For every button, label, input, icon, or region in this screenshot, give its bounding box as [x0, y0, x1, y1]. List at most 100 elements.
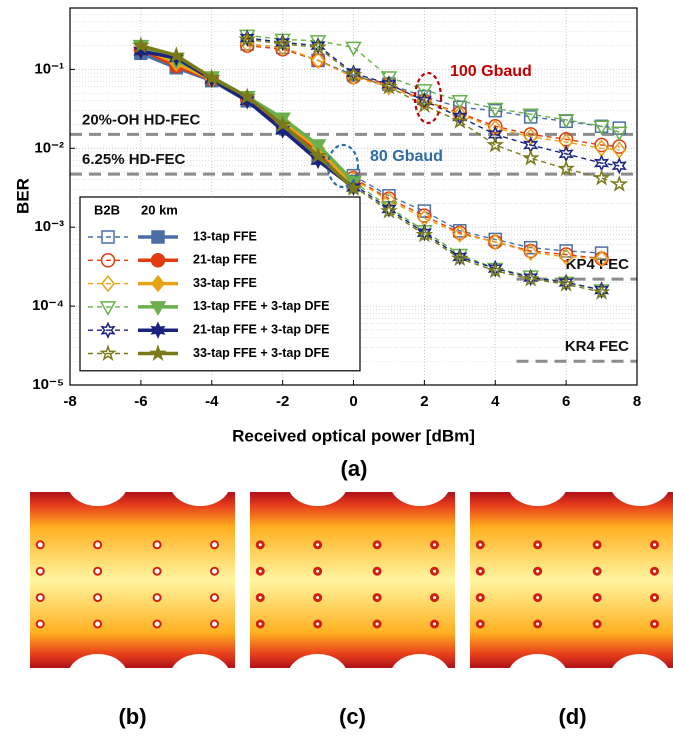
- eye-dot-center: [212, 622, 217, 627]
- legend-label: 21-tap FFE + 3-tap DFE: [193, 322, 329, 336]
- threshold-label: KR4 FEC: [565, 338, 629, 355]
- eye-dot-center: [653, 543, 656, 546]
- x-tick-label: 4: [491, 393, 500, 410]
- eye-band: [250, 492, 455, 668]
- eye-dot-center: [155, 622, 160, 627]
- legend-header: 20 km: [141, 202, 178, 217]
- legend-marker: [152, 231, 164, 243]
- eye-dot-center: [376, 596, 379, 599]
- eye-dot-center: [316, 543, 319, 546]
- y-tick-label: 10⁻⁴: [32, 297, 64, 314]
- eye-dot-center: [316, 596, 319, 599]
- eye-dot-center: [479, 623, 482, 626]
- eye-dot-center: [433, 623, 436, 626]
- eye-dot-center: [259, 543, 262, 546]
- eye-dot-center: [95, 595, 100, 600]
- eye-dot-center: [433, 543, 436, 546]
- eye-band: [470, 492, 673, 668]
- eye-diagram: [250, 462, 455, 698]
- eye-pinch: [508, 654, 568, 698]
- annotation-label: 80 Gbaud: [370, 148, 443, 165]
- eye-dot-center: [479, 596, 482, 599]
- eye-dot-center: [653, 570, 656, 573]
- eye-pinch: [288, 462, 348, 506]
- annotation-label: 100 Gbaud: [450, 63, 532, 80]
- y-tick-label: 10⁻²: [34, 139, 64, 156]
- eye-pinch: [68, 654, 128, 698]
- legend-header: B2B: [94, 202, 120, 217]
- eye-dot-center: [536, 596, 539, 599]
- x-tick-label: -4: [205, 393, 219, 410]
- x-tick-label: 8: [633, 393, 641, 410]
- eye-dot-center: [316, 570, 319, 573]
- eye-dot-center: [95, 542, 100, 547]
- eye-pinch: [170, 654, 230, 698]
- eye-dot-center: [212, 595, 217, 600]
- eye-pinch: [68, 462, 128, 506]
- eye-pinch: [610, 462, 670, 506]
- caption: (a): [341, 456, 368, 481]
- y-tick-label: 10⁻³: [34, 218, 64, 235]
- eye-dot-center: [433, 596, 436, 599]
- eye-pinch: [508, 462, 568, 506]
- x-tick-label: -6: [134, 393, 147, 410]
- eye-pinch: [390, 654, 450, 698]
- eye-dot-center: [155, 569, 160, 574]
- x-tick-label: -8: [63, 393, 76, 410]
- legend-label: 21-tap FFE: [193, 253, 257, 267]
- threshold-label: 20%-OH HD-FEC: [82, 111, 201, 128]
- legend-label: 13-tap FFE + 3-tap DFE: [193, 299, 329, 313]
- eye-pinch: [170, 462, 230, 506]
- eye-dot-center: [479, 543, 482, 546]
- eye-dot-center: [596, 596, 599, 599]
- eye-dot-center: [212, 569, 217, 574]
- eye-dot-center: [536, 543, 539, 546]
- x-tick-label: -2: [276, 393, 289, 410]
- eye-dot-center: [259, 570, 262, 573]
- eye-diagram: [470, 462, 673, 698]
- eye-diagrams: [30, 462, 673, 698]
- eye-dot-center: [155, 595, 160, 600]
- legend-label: 33-tap FFE: [193, 276, 257, 290]
- eye-dot-center: [38, 622, 43, 627]
- legend-label: 33-tap FFE + 3-tap DFE: [193, 346, 329, 360]
- eye-diagram: [30, 462, 235, 698]
- eye-dot-center: [259, 596, 262, 599]
- eye-pinch: [288, 654, 348, 698]
- eye-dot-center: [212, 542, 217, 547]
- x-tick-label: 6: [562, 393, 570, 410]
- x-tick-label: 0: [349, 393, 357, 410]
- eye-dot-center: [38, 595, 43, 600]
- threshold-label: 6.25% HD-FEC: [82, 151, 186, 168]
- eye-dot-center: [596, 543, 599, 546]
- eye-dot-center: [316, 623, 319, 626]
- eye-dot-center: [653, 596, 656, 599]
- eye-pinch: [390, 462, 450, 506]
- y-tick-label: 10⁻¹: [34, 60, 64, 77]
- eye-dot-center: [433, 570, 436, 573]
- y-axis-label: BER: [13, 178, 32, 214]
- caption: (c): [339, 704, 366, 729]
- eye-dot-center: [38, 542, 43, 547]
- eye-pinch: [610, 654, 670, 698]
- eye-dot-center: [376, 543, 379, 546]
- legend-marker: [152, 254, 165, 267]
- eye-band: [30, 492, 235, 668]
- eye-dot-center: [536, 570, 539, 573]
- eye-dot-center: [596, 623, 599, 626]
- eye-dot-center: [479, 570, 482, 573]
- eye-dot-center: [536, 623, 539, 626]
- x-axis-label: Received optical power [dBm]: [232, 426, 475, 445]
- legend-label: 13-tap FFE: [193, 229, 257, 243]
- eye-dot-center: [596, 570, 599, 573]
- eye-dot-center: [38, 569, 43, 574]
- eye-dot-center: [95, 569, 100, 574]
- eye-dot-center: [259, 623, 262, 626]
- caption: (d): [558, 704, 586, 729]
- figure: 10⁻⁵10⁻⁴10⁻³10⁻²10⁻¹-8-6-4-202468Receive…: [0, 0, 673, 734]
- caption: (b): [118, 704, 146, 729]
- eye-dot-center: [155, 542, 160, 547]
- x-tick-label: 2: [420, 393, 428, 410]
- eye-dot-center: [653, 623, 656, 626]
- eye-dot-center: [95, 622, 100, 627]
